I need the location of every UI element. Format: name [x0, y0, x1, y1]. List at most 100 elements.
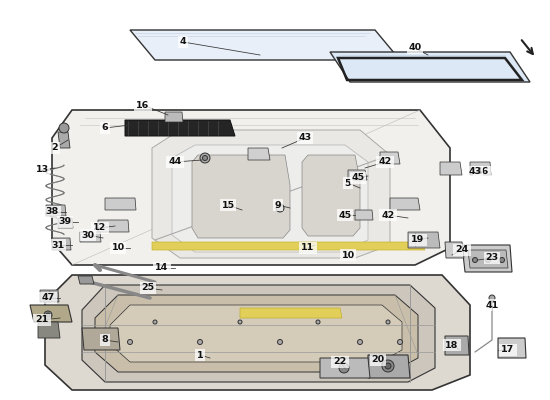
Polygon shape: [348, 170, 367, 180]
Polygon shape: [172, 145, 368, 252]
Polygon shape: [46, 205, 66, 216]
Polygon shape: [330, 52, 530, 82]
Circle shape: [202, 156, 207, 160]
Text: 46: 46: [475, 168, 488, 176]
Circle shape: [398, 340, 403, 344]
Polygon shape: [320, 358, 370, 378]
Text: 16: 16: [136, 100, 150, 110]
Text: 43: 43: [469, 168, 482, 176]
Polygon shape: [302, 155, 360, 236]
Text: 45: 45: [338, 210, 351, 220]
Text: 23: 23: [486, 254, 498, 262]
Text: 21: 21: [35, 316, 48, 324]
Polygon shape: [192, 155, 290, 238]
Polygon shape: [38, 322, 60, 338]
Polygon shape: [125, 120, 235, 136]
Polygon shape: [58, 132, 70, 148]
Polygon shape: [498, 338, 526, 358]
Text: 2: 2: [52, 144, 58, 152]
Polygon shape: [95, 295, 418, 372]
Text: a parts diagram: a parts diagram: [112, 330, 288, 350]
Text: 30: 30: [81, 230, 95, 240]
Polygon shape: [445, 336, 469, 355]
Circle shape: [200, 153, 210, 163]
Polygon shape: [462, 245, 512, 272]
Circle shape: [46, 313, 50, 317]
Text: 10: 10: [342, 250, 355, 260]
Circle shape: [316, 320, 320, 324]
Text: 4: 4: [180, 38, 186, 46]
Polygon shape: [380, 152, 400, 164]
Circle shape: [278, 340, 283, 344]
Text: 10: 10: [112, 244, 124, 252]
Polygon shape: [248, 148, 270, 160]
Text: 44: 44: [168, 158, 182, 166]
Circle shape: [358, 340, 362, 344]
Text: 6: 6: [102, 124, 108, 132]
Text: 17: 17: [502, 346, 515, 354]
Polygon shape: [30, 305, 72, 322]
Circle shape: [153, 320, 157, 324]
Polygon shape: [82, 328, 120, 350]
Text: 38: 38: [45, 208, 59, 216]
Text: 47: 47: [41, 294, 54, 302]
Text: 22: 22: [333, 358, 346, 366]
Polygon shape: [130, 30, 400, 60]
Polygon shape: [440, 162, 462, 175]
Circle shape: [486, 258, 491, 262]
Text: 20: 20: [371, 356, 384, 364]
Polygon shape: [468, 250, 508, 268]
Text: 19: 19: [411, 236, 425, 244]
Polygon shape: [82, 285, 435, 382]
Text: 39: 39: [58, 218, 72, 226]
Circle shape: [499, 258, 504, 262]
Polygon shape: [355, 210, 373, 220]
Circle shape: [472, 258, 477, 262]
Polygon shape: [368, 355, 410, 378]
Polygon shape: [45, 275, 470, 390]
Text: 13: 13: [35, 166, 48, 174]
Polygon shape: [52, 238, 71, 250]
Polygon shape: [80, 232, 101, 242]
Circle shape: [197, 340, 202, 344]
Polygon shape: [78, 276, 94, 284]
Text: 25: 25: [141, 284, 155, 292]
Text: 11: 11: [301, 244, 315, 252]
Text: 42: 42: [381, 210, 395, 220]
Circle shape: [44, 311, 52, 319]
Polygon shape: [240, 308, 342, 318]
Text: 5: 5: [345, 178, 351, 188]
Text: 24: 24: [455, 246, 469, 254]
Text: 45: 45: [351, 174, 365, 182]
Text: 18: 18: [446, 340, 459, 350]
Polygon shape: [152, 130, 390, 258]
Polygon shape: [105, 198, 136, 210]
Polygon shape: [445, 242, 464, 258]
Text: 41: 41: [485, 300, 499, 310]
Polygon shape: [98, 220, 129, 232]
Polygon shape: [470, 162, 491, 175]
Circle shape: [386, 320, 390, 324]
Circle shape: [489, 295, 495, 301]
Text: 12: 12: [94, 224, 107, 232]
Circle shape: [276, 204, 284, 212]
Text: 15: 15: [222, 200, 234, 210]
Polygon shape: [110, 305, 402, 362]
Text: 43: 43: [299, 134, 311, 142]
Polygon shape: [58, 218, 73, 228]
Text: 42: 42: [378, 158, 392, 166]
Text: 1: 1: [197, 350, 204, 360]
Polygon shape: [52, 110, 450, 265]
Text: 40: 40: [409, 44, 421, 52]
Text: 31: 31: [52, 240, 64, 250]
Text: 14: 14: [155, 264, 169, 272]
Text: 9: 9: [274, 200, 281, 210]
Text: 8: 8: [102, 336, 108, 344]
Circle shape: [339, 363, 349, 373]
Polygon shape: [390, 198, 420, 210]
Polygon shape: [165, 112, 183, 122]
Polygon shape: [40, 290, 59, 302]
Circle shape: [128, 340, 133, 344]
Circle shape: [385, 363, 391, 369]
Circle shape: [382, 360, 394, 372]
